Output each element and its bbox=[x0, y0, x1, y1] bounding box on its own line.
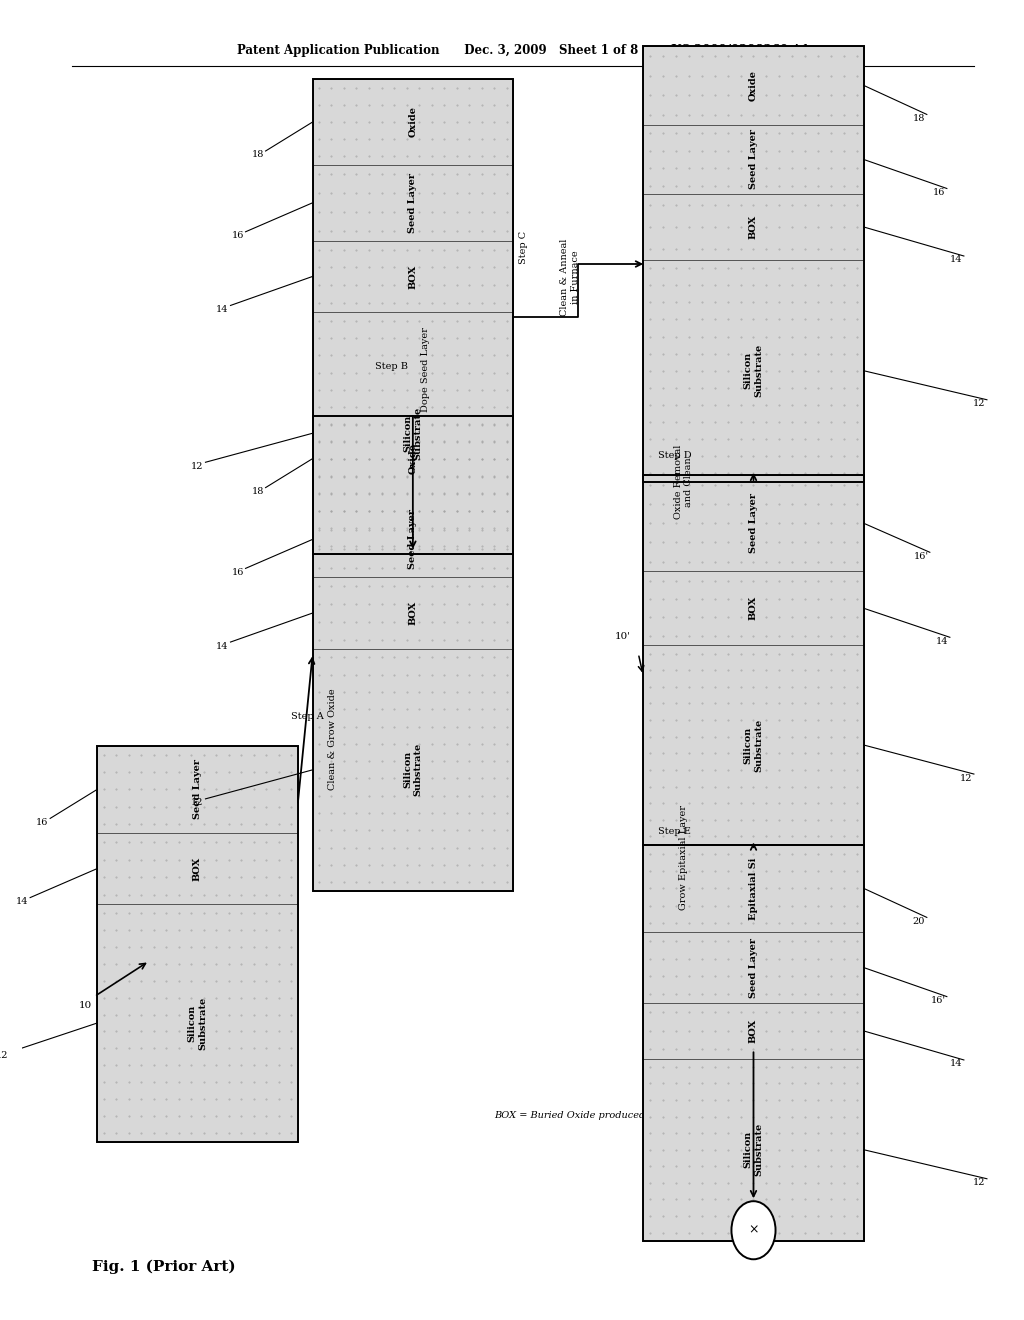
Text: Silicon
Substrate: Silicon Substrate bbox=[743, 345, 763, 397]
Bar bbox=[643, 46, 863, 124]
Text: Silicon
Substrate: Silicon Substrate bbox=[743, 718, 763, 772]
Text: Seed Layer: Seed Layer bbox=[409, 510, 418, 569]
Text: 16': 16' bbox=[914, 552, 930, 561]
Bar bbox=[312, 648, 513, 891]
Text: Silicon
Substrate: Silicon Substrate bbox=[187, 997, 207, 1049]
Bar bbox=[97, 833, 298, 904]
Text: Seed Layer: Seed Layer bbox=[749, 494, 758, 553]
Text: 10: 10 bbox=[79, 1002, 92, 1010]
Bar bbox=[643, 845, 863, 932]
Text: Step E: Step E bbox=[658, 828, 691, 836]
Text: 16: 16 bbox=[933, 187, 945, 197]
Bar bbox=[643, 260, 863, 482]
Text: BOX = Buried Oxide produced by SOI manufacturer: BOX = Buried Oxide produced by SOI manuf… bbox=[494, 1111, 753, 1119]
Text: Silicon
Substrate: Silicon Substrate bbox=[743, 1123, 763, 1176]
Text: 12: 12 bbox=[959, 774, 972, 783]
Text: Dope Seed Layer: Dope Seed Layer bbox=[422, 327, 430, 412]
Text: 10': 10' bbox=[615, 632, 631, 640]
Bar bbox=[643, 572, 863, 645]
Bar bbox=[643, 194, 863, 260]
Text: Step A: Step A bbox=[291, 713, 324, 721]
Bar bbox=[97, 746, 298, 1142]
Bar bbox=[643, 845, 863, 1241]
Text: 16: 16 bbox=[36, 818, 48, 826]
Text: 12: 12 bbox=[973, 399, 985, 408]
Bar bbox=[312, 502, 513, 577]
Bar bbox=[643, 1003, 863, 1059]
Bar bbox=[312, 79, 513, 554]
Text: BOX: BOX bbox=[749, 1019, 758, 1043]
Text: Grow Epitaxial Layer: Grow Epitaxial Layer bbox=[679, 805, 688, 911]
Text: BOX: BOX bbox=[409, 601, 418, 626]
FancyArrowPatch shape bbox=[513, 261, 641, 317]
Text: Seed Layer: Seed Layer bbox=[749, 129, 758, 190]
Text: 18: 18 bbox=[251, 487, 264, 496]
Text: Oxide: Oxide bbox=[409, 444, 418, 474]
Text: Epitaxial Si: Epitaxial Si bbox=[749, 857, 758, 920]
Circle shape bbox=[731, 1201, 775, 1259]
Text: 12: 12 bbox=[0, 1052, 8, 1060]
Text: Silicon
Substrate: Silicon Substrate bbox=[403, 407, 423, 459]
Text: Step C: Step C bbox=[519, 231, 528, 264]
Text: 18: 18 bbox=[251, 150, 264, 160]
Bar bbox=[312, 416, 513, 891]
Text: 14: 14 bbox=[216, 642, 228, 651]
Text: 12: 12 bbox=[191, 462, 204, 471]
Bar bbox=[312, 577, 513, 648]
Bar bbox=[312, 312, 513, 554]
Bar bbox=[643, 1059, 863, 1241]
Text: Oxide: Oxide bbox=[749, 70, 758, 100]
Bar bbox=[643, 645, 863, 845]
Bar bbox=[312, 416, 513, 502]
Bar bbox=[643, 124, 863, 194]
Bar bbox=[97, 904, 298, 1142]
Text: Step B: Step B bbox=[375, 363, 408, 371]
Text: BOX: BOX bbox=[409, 264, 418, 289]
Text: Silicon
Substrate: Silicon Substrate bbox=[403, 743, 423, 796]
Text: Oxide Removal
and Clean: Oxide Removal and Clean bbox=[674, 445, 693, 519]
Bar bbox=[97, 746, 298, 833]
Bar bbox=[643, 475, 863, 845]
Text: Clean & Anneal
in Furnace: Clean & Anneal in Furnace bbox=[560, 239, 580, 315]
Text: Patent Application Publication      Dec. 3, 2009   Sheet 1 of 8        US 2009/0: Patent Application Publication Dec. 3, 2… bbox=[237, 44, 809, 57]
Text: BOX: BOX bbox=[193, 857, 202, 880]
Text: BOX: BOX bbox=[749, 215, 758, 239]
Text: 14: 14 bbox=[216, 305, 228, 314]
Bar bbox=[312, 79, 513, 165]
Text: 16: 16 bbox=[231, 568, 244, 577]
Text: ×: × bbox=[749, 1224, 759, 1237]
Text: Oxide: Oxide bbox=[409, 107, 418, 137]
Text: 14: 14 bbox=[936, 636, 948, 645]
Bar bbox=[312, 240, 513, 312]
Text: 12: 12 bbox=[191, 799, 204, 808]
Text: 12: 12 bbox=[973, 1179, 985, 1187]
Text: 16': 16' bbox=[931, 997, 946, 1005]
Text: Seed Layer: Seed Layer bbox=[409, 173, 418, 232]
Text: 20: 20 bbox=[912, 917, 925, 925]
Text: 14: 14 bbox=[949, 1060, 963, 1068]
Bar bbox=[643, 475, 863, 572]
Text: BOX: BOX bbox=[749, 597, 758, 620]
Text: Seed Layer: Seed Layer bbox=[749, 937, 758, 998]
Text: Clean & Grow Oxide: Clean & Grow Oxide bbox=[329, 689, 337, 789]
Text: Seed Layer: Seed Layer bbox=[193, 759, 202, 820]
Text: Fig. 1 (Prior Art): Fig. 1 (Prior Art) bbox=[92, 1261, 236, 1274]
Text: Step D: Step D bbox=[658, 451, 692, 459]
Text: 16: 16 bbox=[231, 231, 244, 240]
Bar bbox=[643, 46, 863, 482]
Bar bbox=[312, 165, 513, 240]
Text: 18: 18 bbox=[912, 114, 925, 123]
Text: 14: 14 bbox=[16, 898, 29, 906]
Text: 14: 14 bbox=[949, 256, 963, 264]
Bar bbox=[643, 932, 863, 1003]
